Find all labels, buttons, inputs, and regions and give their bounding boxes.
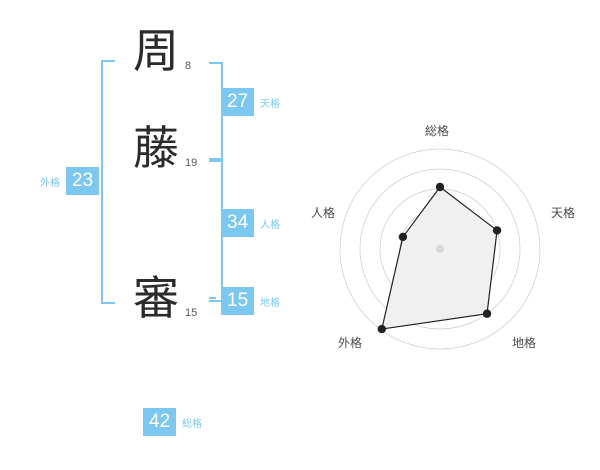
axis-label-jinkaku: 人格 [311,206,336,220]
badge-gaikaku-value: 23 [66,167,100,195]
stroke-count-1: 8 [185,60,192,72]
badge-tenkaku-value: 27 [221,88,255,116]
badge-chikaku[interactable]: 15 地格 [221,287,280,315]
axis-label-gaikaku: 外格 [338,336,363,350]
badge-gaikaku-label: 外格 [40,177,60,189]
stroke-count-2: 19 [185,157,198,169]
badge-soukaku[interactable]: 42 総格 [143,408,202,436]
bracket-outer-gaikaku [101,60,115,304]
kanji-character-3: 審 [133,271,179,325]
badge-jinkaku-label: 人格 [260,219,281,231]
badge-jinkaku-value: 34 [221,209,255,237]
axis-label-tenkaku: 天格 [551,206,576,220]
badge-soukaku-value: 42 [143,408,177,436]
axis-label-soukaku: 総格 [425,124,450,138]
badge-soukaku-label: 総格 [182,418,203,430]
badge-jinkaku[interactable]: 34 人格 [221,209,280,237]
badge-chikaku-label: 地格 [260,297,281,309]
radar-data-points [377,182,502,334]
radar-area [381,187,498,330]
tick-chikaku [209,297,216,299]
axis-label-chikaku: 地格 [512,336,537,350]
badge-tenkaku-label: 天格 [260,98,281,110]
badge-gaikaku[interactable]: 23 外格 [40,167,100,195]
badge-tenkaku[interactable]: 27 天格 [221,88,280,116]
badge-chikaku-value: 15 [221,287,255,315]
kanji-character-1: 周 [133,24,179,78]
radar-outline [381,186,498,330]
stroke-count-3: 15 [185,307,198,319]
kanji-character-2: 藤 [133,121,179,175]
radar-center-dot [436,245,444,253]
